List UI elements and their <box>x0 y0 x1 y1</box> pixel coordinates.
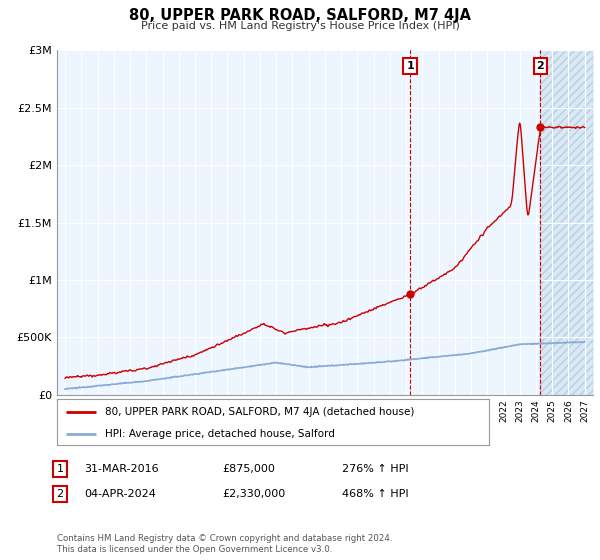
Text: 31-MAR-2016: 31-MAR-2016 <box>84 464 158 474</box>
Text: £2,330,000: £2,330,000 <box>222 489 285 499</box>
Text: 468% ↑ HPI: 468% ↑ HPI <box>342 489 409 499</box>
Text: 04-APR-2024: 04-APR-2024 <box>84 489 156 499</box>
Text: 1: 1 <box>56 464 64 474</box>
Text: £875,000: £875,000 <box>222 464 275 474</box>
Text: 80, UPPER PARK ROAD, SALFORD, M7 4JA (detached house): 80, UPPER PARK ROAD, SALFORD, M7 4JA (de… <box>104 407 414 417</box>
Text: Contains HM Land Registry data © Crown copyright and database right 2024.
This d: Contains HM Land Registry data © Crown c… <box>57 534 392 554</box>
Text: 2: 2 <box>536 61 544 71</box>
Text: Price paid vs. HM Land Registry's House Price Index (HPI): Price paid vs. HM Land Registry's House … <box>140 21 460 31</box>
Text: 276% ↑ HPI: 276% ↑ HPI <box>342 464 409 474</box>
Text: HPI: Average price, detached house, Salford: HPI: Average price, detached house, Salf… <box>104 429 334 438</box>
Text: 2: 2 <box>56 489 64 499</box>
Text: 1: 1 <box>406 61 414 71</box>
Text: 80, UPPER PARK ROAD, SALFORD, M7 4JA: 80, UPPER PARK ROAD, SALFORD, M7 4JA <box>129 8 471 24</box>
